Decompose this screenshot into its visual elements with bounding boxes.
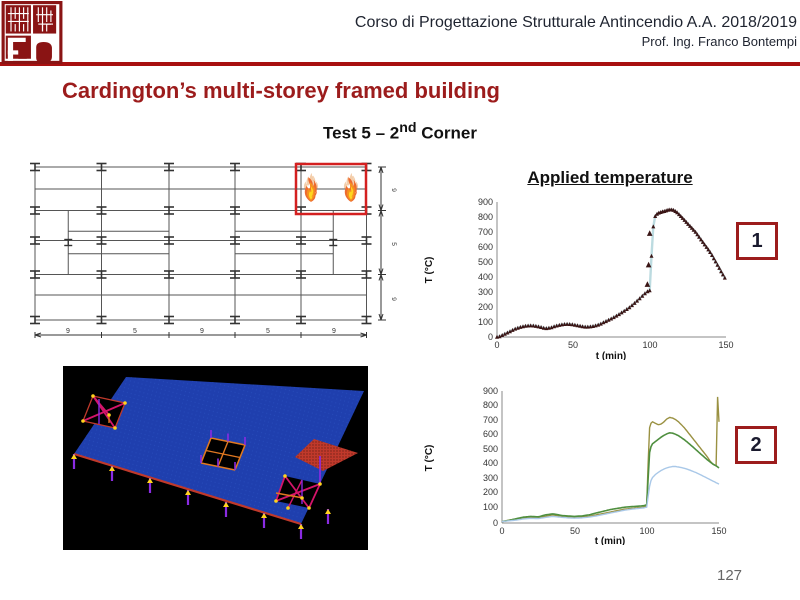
svg-text:100: 100 (642, 340, 657, 350)
svg-text:100: 100 (483, 502, 498, 512)
svg-text:500: 500 (483, 444, 498, 454)
svg-text:0: 0 (488, 332, 493, 342)
svg-text:T (°C): T (°C) (424, 445, 435, 472)
svg-text:700: 700 (483, 415, 498, 425)
svg-text:5: 5 (133, 328, 137, 335)
svg-text:800: 800 (478, 212, 493, 222)
svg-text:50: 50 (570, 526, 580, 536)
svg-text:5: 5 (266, 328, 270, 335)
svg-text:t (min): t (min) (596, 351, 627, 360)
svg-text:T (°C): T (°C) (424, 257, 435, 284)
svg-text:150: 150 (711, 526, 726, 536)
svg-text:200: 200 (478, 302, 493, 312)
svg-text:900: 900 (478, 197, 493, 207)
svg-text:300: 300 (478, 287, 493, 297)
svg-text:9: 9 (390, 188, 397, 192)
svg-text:300: 300 (483, 473, 498, 483)
svg-text:9: 9 (200, 328, 204, 335)
svg-text:900: 900 (483, 386, 498, 396)
svg-text:0: 0 (499, 526, 504, 536)
svg-text:600: 600 (483, 429, 498, 439)
svg-text:9: 9 (66, 328, 70, 335)
svg-text:9: 9 (332, 328, 336, 335)
svg-text:50: 50 (568, 340, 578, 350)
svg-text:500: 500 (478, 257, 493, 267)
svg-text:800: 800 (483, 400, 498, 410)
svg-text:100: 100 (639, 526, 654, 536)
svg-text:600: 600 (478, 242, 493, 252)
svg-text:0: 0 (494, 340, 499, 350)
svg-text:9: 9 (390, 297, 397, 301)
svg-text:150: 150 (718, 340, 733, 350)
svg-text:5: 5 (390, 242, 397, 246)
svg-text:100: 100 (478, 317, 493, 327)
svg-text:t (min): t (min) (595, 536, 626, 545)
svg-text:0: 0 (493, 518, 498, 528)
svg-text:700: 700 (478, 227, 493, 237)
svg-text:400: 400 (478, 272, 493, 282)
svg-text:200: 200 (483, 487, 498, 497)
svg-text:400: 400 (483, 458, 498, 468)
